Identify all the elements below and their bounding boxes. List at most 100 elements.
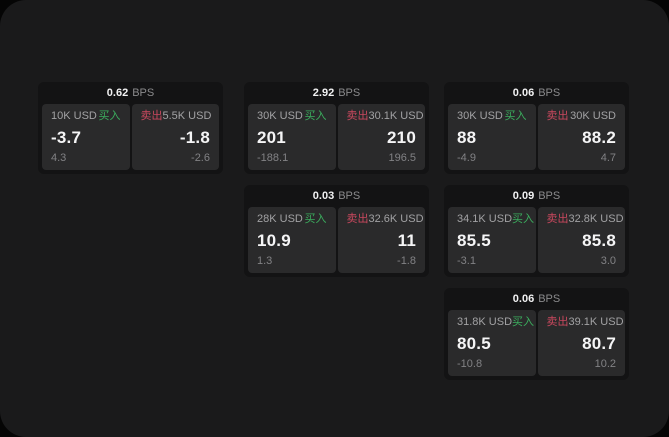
bps-value: 2.92 [312, 86, 335, 99]
buy-tag: 买入 [304, 110, 327, 122]
sell-tag: 卖出 [346, 213, 369, 225]
buy-tag: 买入 [512, 213, 535, 225]
bps-value: 0.03 [312, 189, 335, 202]
sell-price-value: 11 [397, 231, 416, 250]
sell-sub-value: -1.8 [397, 255, 416, 267]
spread-header: 0.62 BPS [42, 82, 219, 104]
buy-size-label: 30K USD [257, 110, 303, 122]
sell-tag: 卖出 [546, 110, 569, 122]
buy-tile-header: 31.8K USD 买入 [457, 316, 534, 328]
sell-size-label: 32.8K USD [568, 213, 624, 225]
bps-value: 0.06 [512, 86, 535, 99]
price-tiles: 34.1K USD 买入 85.5 -3.1 卖出 32.8K USD 85.8… [448, 207, 625, 273]
sell-size-label: 30K USD [570, 110, 616, 122]
spread-header: 0.06 BPS [448, 82, 625, 104]
buy-size-label: 10K USD [51, 110, 97, 122]
sell-sub-value: 10.2 [594, 358, 616, 370]
buy-tile[interactable]: 31.8K USD 买入 80.5 -10.8 [448, 310, 536, 376]
sell-size-label: 39.1K USD [568, 316, 624, 328]
sell-tile-header: 卖出 39.1K USD [546, 316, 624, 328]
buy-sub-value: -3.1 [457, 255, 476, 267]
buy-tile[interactable]: 28K USD 买入 10.9 1.3 [248, 207, 336, 273]
buy-sub-value: -4.9 [457, 152, 476, 164]
sell-tile-header: 卖出 30.1K USD [346, 110, 424, 122]
bps-unit-label: BPS [538, 292, 561, 305]
buy-tile[interactable]: 30K USD 买入 201 -188.1 [248, 104, 336, 170]
buy-price-value: 10.9 [257, 231, 291, 250]
buy-size-label: 30K USD [457, 110, 503, 122]
sell-price-value: -1.8 [179, 128, 210, 147]
sell-tile[interactable]: 卖出 32.6K USD 11 -1.8 [337, 207, 425, 273]
quote-card: 0.62 BPS 10K USD 买入 -3.7 4.3 卖出 5.5K USD… [38, 82, 223, 174]
buy-tile[interactable]: 30K USD 买入 88 -4.9 [448, 104, 536, 170]
spread-header: 0.06 BPS [448, 288, 625, 310]
sell-tag: 卖出 [546, 316, 569, 328]
sell-sub-value: 4.7 [600, 152, 616, 164]
buy-tag: 买入 [512, 316, 535, 328]
sell-tile[interactable]: 卖出 5.5K USD -1.8 -2.6 [131, 104, 219, 170]
sell-sub-value: -2.6 [191, 152, 210, 164]
sell-tile[interactable]: 卖出 30.1K USD 210 196.5 [337, 104, 425, 170]
sell-tag: 卖出 [346, 110, 369, 122]
buy-sub-value: -188.1 [257, 152, 289, 164]
buy-sub-value: 4.3 [51, 152, 67, 164]
sell-tile[interactable]: 卖出 30K USD 88.2 4.7 [537, 104, 625, 170]
sell-price-value: 210 [387, 128, 416, 147]
sell-tile-header: 卖出 32.8K USD [546, 213, 624, 225]
sell-price-value: 88.2 [582, 128, 616, 147]
price-tiles: 30K USD 买入 201 -188.1 卖出 30.1K USD 210 1… [248, 104, 425, 170]
bps-unit-label: BPS [338, 189, 361, 202]
quote-card: 0.03 BPS 28K USD 买入 10.9 1.3 卖出 32.6K US… [244, 185, 429, 277]
sell-tile[interactable]: 卖出 32.8K USD 85.8 3.0 [537, 207, 625, 273]
sell-size-label: 32.6K USD [368, 213, 424, 225]
buy-sub-value: -10.8 [457, 358, 483, 370]
buy-price-value: 85.5 [457, 231, 491, 250]
sell-tile-header: 卖出 5.5K USD [140, 110, 212, 122]
bps-unit-label: BPS [538, 189, 561, 202]
buy-tag: 买入 [504, 110, 527, 122]
spread-header: 2.92 BPS [248, 82, 425, 104]
sell-sub-value: 196.5 [388, 152, 416, 164]
buy-tile-header: 30K USD 买入 [457, 111, 527, 122]
buy-tile[interactable]: 10K USD 买入 -3.7 4.3 [42, 104, 130, 170]
quote-card: 0.06 BPS 31.8K USD 买入 80.5 -10.8 卖出 39.1… [444, 288, 629, 380]
bps-value: 0.62 [106, 86, 129, 99]
sell-price-value: 85.8 [582, 231, 616, 250]
sell-sub-value: 3.0 [600, 255, 616, 267]
quote-card: 2.92 BPS 30K USD 买入 201 -188.1 卖出 30.1K … [244, 82, 429, 174]
sell-tag: 卖出 [140, 110, 163, 122]
price-tiles: 30K USD 买入 88 -4.9 卖出 30K USD 88.2 4.7 [448, 104, 625, 170]
buy-size-label: 34.1K USD [457, 213, 513, 225]
buy-size-label: 31.8K USD [457, 316, 513, 328]
buy-tile[interactable]: 34.1K USD 买入 85.5 -3.1 [448, 207, 536, 273]
sell-price-value: 80.7 [582, 334, 616, 353]
buy-tile-header: 34.1K USD 买入 [457, 213, 534, 225]
buy-tile-header: 30K USD 买入 [257, 111, 327, 122]
buy-price-value: 88 [457, 128, 477, 147]
price-tiles: 28K USD 买入 10.9 1.3 卖出 32.6K USD 11 -1.8 [248, 207, 425, 273]
bps-unit-label: BPS [132, 86, 155, 99]
buy-tag: 买入 [304, 213, 327, 225]
bps-unit-label: BPS [338, 86, 361, 99]
sell-tile-header: 卖出 30K USD [547, 111, 617, 122]
sell-tile[interactable]: 卖出 39.1K USD 80.7 10.2 [537, 310, 625, 376]
buy-size-label: 28K USD [257, 213, 303, 225]
bps-value: 0.06 [512, 292, 535, 305]
buy-price-value: 201 [257, 128, 286, 147]
buy-tile-header: 28K USD 买入 [257, 214, 327, 225]
bps-unit-label: BPS [538, 86, 561, 99]
quote-card: 0.09 BPS 34.1K USD 买入 85.5 -3.1 卖出 32.8K… [444, 185, 629, 277]
sell-size-label: 30.1K USD [368, 110, 424, 122]
buy-tile-header: 10K USD 买入 [51, 111, 121, 122]
buy-sub-value: 1.3 [257, 255, 273, 267]
spread-header: 0.03 BPS [248, 185, 425, 207]
buy-price-value: -3.7 [51, 128, 82, 147]
buy-tag: 买入 [98, 110, 121, 122]
quote-card: 0.06 BPS 30K USD 买入 88 -4.9 卖出 30K USD 8… [444, 82, 629, 174]
sell-size-label: 5.5K USD [162, 110, 212, 122]
sell-tag: 卖出 [546, 213, 569, 225]
buy-price-value: 80.5 [457, 334, 491, 353]
price-tiles: 10K USD 买入 -3.7 4.3 卖出 5.5K USD -1.8 -2.… [42, 104, 219, 170]
